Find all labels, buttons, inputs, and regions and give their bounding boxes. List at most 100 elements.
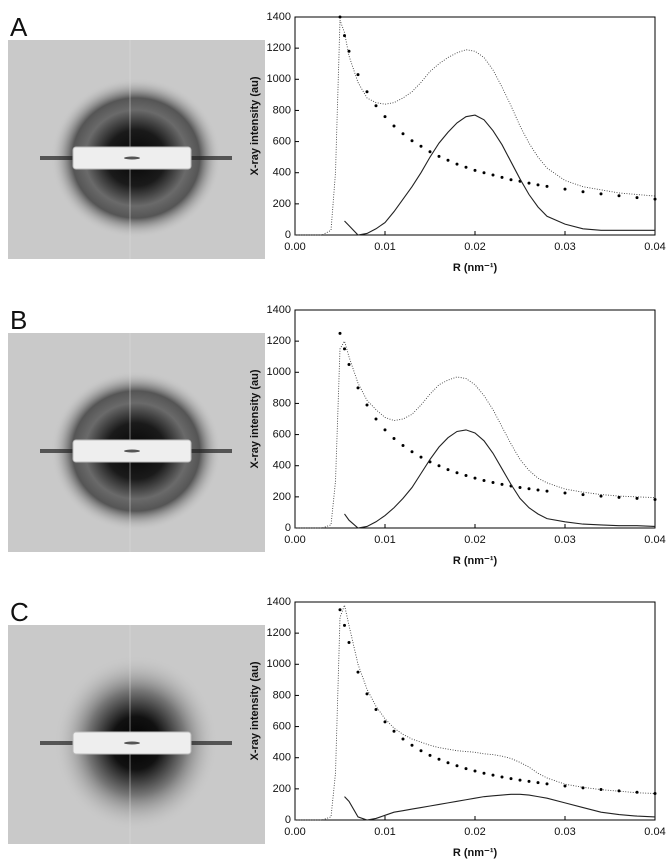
fit-dot <box>446 761 450 765</box>
fit-dot <box>365 90 369 94</box>
x-tick-label: 0.00 <box>284 241 305 253</box>
fit-dot <box>491 481 495 485</box>
y-tick-label: 400 <box>273 167 291 179</box>
fit-dot <box>343 347 346 351</box>
fit-dot <box>410 743 414 747</box>
x-tick-label: 0.04 <box>644 534 665 546</box>
fit-dot <box>653 498 657 502</box>
x-tick-label: 0.04 <box>644 241 665 253</box>
x-axis-label: R (nm⁻¹) <box>453 847 498 859</box>
fit-dot <box>581 786 585 790</box>
fit-dot <box>401 443 405 447</box>
y-tick-label: 0 <box>285 522 291 534</box>
fit-dot <box>401 737 405 741</box>
fit-dot <box>599 787 603 791</box>
y-tick-label: 1200 <box>267 335 291 347</box>
y-tick-label: 1000 <box>267 73 291 85</box>
fit-dot <box>437 757 441 761</box>
x-tick-label: 0.04 <box>644 826 665 838</box>
fit-dot <box>563 784 567 788</box>
fit-dot <box>446 468 450 472</box>
fit-dot <box>374 104 378 108</box>
fit-dot <box>464 767 468 771</box>
difference-line <box>344 114 655 236</box>
x-axis-label: R (nm⁻¹) <box>453 555 498 567</box>
fit-dot <box>635 196 639 200</box>
fit-dot <box>356 73 360 77</box>
beam-center <box>124 741 140 745</box>
fit-dot <box>617 194 621 198</box>
x-tick-label: 0.02 <box>464 534 485 546</box>
fit-dot <box>455 162 459 166</box>
y-tick-label: 1400 <box>267 596 291 608</box>
fit-dot <box>482 171 486 175</box>
fit-dot <box>437 154 441 158</box>
fit-dot <box>563 187 567 191</box>
fit-dot <box>482 479 486 483</box>
y-tick-label: 800 <box>273 397 291 409</box>
fit-dot <box>491 173 495 177</box>
fit-dot <box>410 139 414 143</box>
fit-dot <box>437 464 441 468</box>
y-tick-label: 1400 <box>267 11 291 23</box>
fit-dot <box>455 764 459 768</box>
y-tick-label: 200 <box>273 783 291 795</box>
y-tick-label: 600 <box>273 135 291 147</box>
fit-dot <box>392 436 396 440</box>
beam-center <box>124 449 140 453</box>
y-tick-label: 1200 <box>267 42 291 54</box>
raw-line <box>295 339 656 529</box>
y-axis-label: X-ray intensity (au) <box>249 369 261 468</box>
fit-dot <box>653 197 657 201</box>
fit-dot <box>338 331 342 335</box>
fit-dot <box>401 132 405 136</box>
fit-dot <box>419 455 423 459</box>
y-axis-label: X-ray intensity (au) <box>249 661 261 760</box>
fit-dot <box>446 158 450 162</box>
y-tick-label: 400 <box>273 460 291 472</box>
raw-line <box>295 603 656 821</box>
fit-dot <box>527 487 531 491</box>
y-tick-label: 1200 <box>267 627 291 639</box>
fit-dot <box>338 15 342 19</box>
fit-dot <box>500 175 504 179</box>
panel-label: B <box>10 305 27 335</box>
y-tick-label: 800 <box>273 104 291 116</box>
panel-label: A <box>10 12 28 42</box>
fit-dot <box>464 165 468 169</box>
fit-dot <box>482 771 486 775</box>
fit-dot <box>473 769 477 773</box>
fit-dot <box>527 181 531 185</box>
y-tick-label: 800 <box>273 689 291 701</box>
fit-dot <box>392 124 396 128</box>
fit-dot <box>365 692 369 696</box>
difference-line <box>344 429 656 529</box>
fit-dot <box>518 486 522 490</box>
fit-dot <box>545 184 549 188</box>
fit-dot <box>428 753 432 757</box>
fit-dot <box>419 749 423 753</box>
fit-dot <box>500 482 504 486</box>
y-axis-label: X-ray intensity (au) <box>249 76 261 175</box>
x-tick-label: 0.02 <box>464 241 485 253</box>
x-axis-label: R (nm⁻¹) <box>453 262 498 274</box>
fit-dot <box>545 489 549 493</box>
fit-dot <box>374 417 378 421</box>
x-tick-label: 0.01 <box>374 241 395 253</box>
y-tick-label: 200 <box>273 491 291 503</box>
beam-center <box>124 156 140 160</box>
fit-dot <box>509 178 513 182</box>
fit-dot <box>338 608 342 612</box>
y-tick-label: 1000 <box>267 658 291 670</box>
x-tick-label: 0.02 <box>464 826 485 838</box>
fit-dot <box>581 493 585 497</box>
fit-dot <box>653 792 657 796</box>
fit-dot <box>383 115 387 119</box>
y-tick-label: 600 <box>273 428 291 440</box>
y-tick-label: 600 <box>273 720 291 732</box>
fit-dot <box>536 488 540 492</box>
fit-dot <box>374 707 378 711</box>
fit-dot <box>464 474 468 478</box>
fit-dot <box>410 450 414 454</box>
